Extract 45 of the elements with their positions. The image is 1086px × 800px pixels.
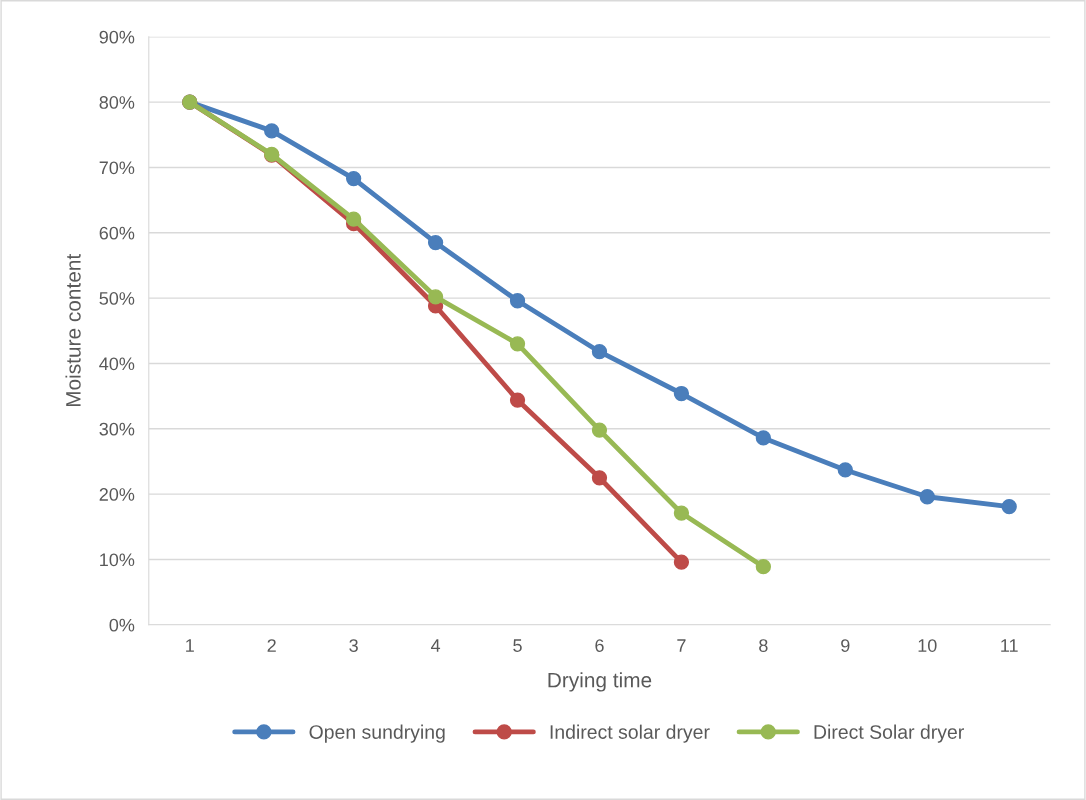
x-tick-label: 3 — [349, 639, 358, 652]
x-tick-label: 1 — [186, 639, 194, 652]
point — [591, 344, 608, 360]
point — [509, 336, 526, 352]
point — [509, 293, 526, 309]
x-tick-label: 5 — [513, 639, 522, 652]
y-tick-label: 20% — [99, 488, 135, 501]
point — [919, 489, 935, 505]
x-tick-label: 9 — [841, 639, 850, 652]
legend-label: Direct Solar dryer — [814, 724, 964, 743]
x-tick-label: 10 — [918, 639, 937, 652]
point — [1001, 498, 1017, 515]
point — [673, 554, 690, 570]
y-tick-label: 10% — [100, 553, 135, 567]
point — [755, 430, 771, 446]
x-tick-label: 4 — [430, 639, 441, 652]
point — [755, 559, 771, 575]
point — [837, 462, 853, 478]
point — [673, 385, 690, 402]
point — [346, 170, 362, 187]
y-tick-label: 90% — [99, 30, 135, 44]
point — [264, 123, 280, 139]
y-tick-label: 80% — [99, 96, 135, 109]
point — [346, 211, 362, 227]
point — [591, 470, 608, 486]
point — [673, 505, 690, 521]
point — [509, 392, 526, 408]
y-tick-label: 30% — [99, 422, 135, 436]
x-tick-label: 11 — [1001, 639, 1018, 652]
point — [427, 289, 444, 305]
y-axis-title: Moisture content — [65, 253, 81, 407]
point — [427, 234, 444, 251]
x-tick-label: 7 — [677, 639, 686, 652]
y-tick-label: 70% — [99, 161, 135, 175]
y-tick-label: 60% — [99, 226, 135, 240]
y-tick-label: 50% — [99, 292, 135, 305]
point — [591, 422, 608, 438]
legend-label: Indirect solar dryer — [550, 724, 710, 743]
x-tick-label: 2 — [267, 639, 276, 652]
x-tick-label: 8 — [759, 639, 768, 652]
x-tick-label: 6 — [595, 639, 604, 652]
x-axis-title: Drying time — [548, 672, 652, 692]
y-tick-label: 40% — [99, 357, 135, 371]
y-tick-label: 0% — [109, 618, 135, 632]
legend-label: Open sundrying — [309, 724, 445, 743]
